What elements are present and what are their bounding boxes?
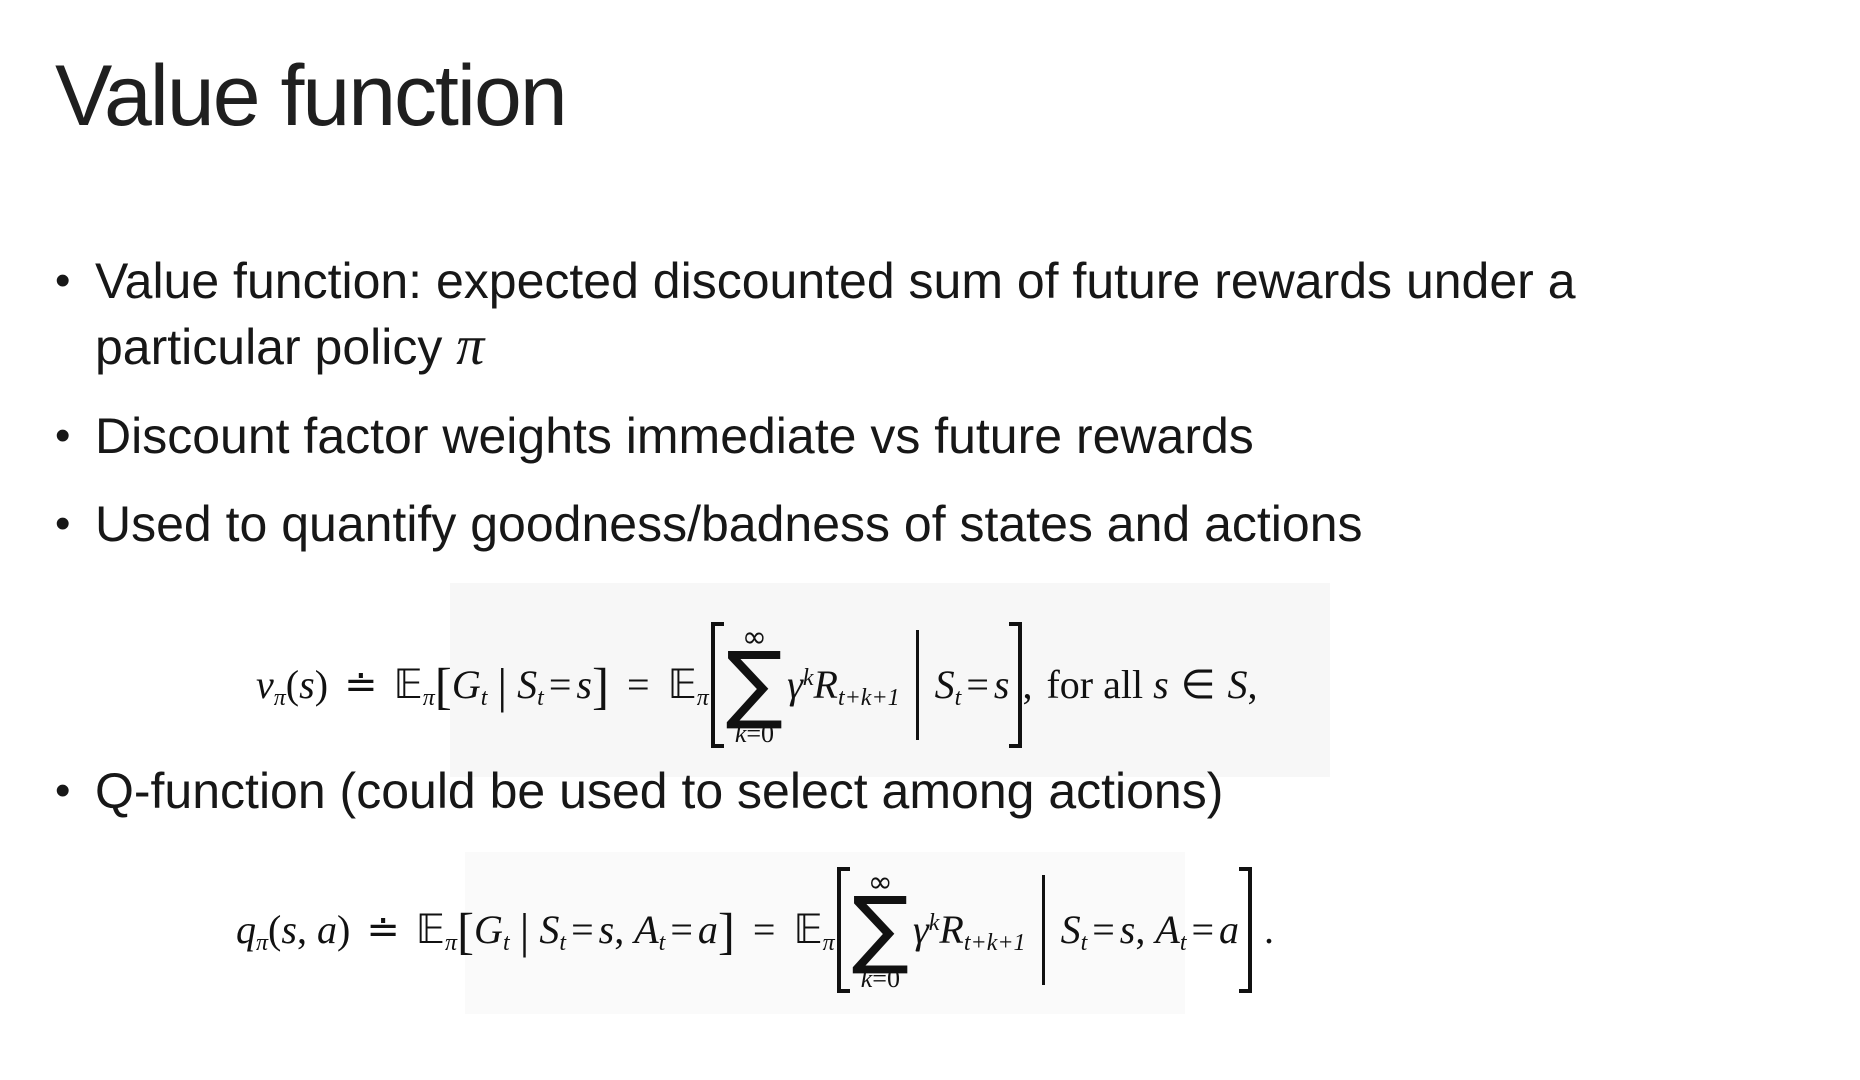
bullet1-line1: Value function: expected discounted sum … (95, 253, 1576, 309)
conditional-bar: | (519, 903, 530, 958)
pi-subscript: π (696, 685, 709, 712)
element-of-symbol: ∈ (1180, 662, 1216, 708)
bullet-text: Q-function (could be used to select amon… (95, 763, 1224, 819)
conditional-bar-tall (1041, 875, 1045, 985)
trailing-period: . (1264, 907, 1275, 952)
equals-symbol: = (627, 662, 650, 707)
forall-clause: , for all s ∈ S, (1022, 662, 1258, 708)
infinity-upper-limit: ∞ (867, 864, 893, 900)
conditional-bar-tall (915, 630, 919, 740)
big-right-bracket (1009, 622, 1023, 748)
bullet-item-discount-factor: • Discount factor weights immediate vs f… (55, 403, 1254, 469)
vpi-lhs: vπ(s) ≐ 𝔼π[Gt | St = s] = 𝔼π (256, 658, 709, 716)
reward-subscript: t+k+1 (963, 930, 1026, 957)
q-function-equation: qπ(s, a) ≐ 𝔼π[Gt | St = s, At = a] = 𝔼π ∞ ∑ k=0 γk… (236, 850, 1274, 1010)
blackboard-E: 𝔼 (793, 907, 823, 953)
conditional-bar: | (497, 658, 508, 713)
doteq-symbol: ≐ (366, 907, 400, 953)
sigma-icon: ∑ (725, 633, 784, 733)
bullet-text: Value function: expected discounted sum … (95, 248, 1576, 380)
bullet-item-value-function: • Value function: expected discounted su… (55, 248, 1576, 380)
value-function-equation: vπ(s) ≐ 𝔼π[Gt | St = s] = 𝔼π ∞ ∑ k=0 γkRt+k+1 St… (256, 605, 1258, 765)
pi-subscript: π (273, 685, 286, 712)
bullet-item-q-function: • Q-function (could be used to select am… (55, 758, 1223, 824)
bullet-marker-icon: • (55, 411, 71, 460)
lower-limit: k=0 (860, 964, 900, 994)
big-left-bracket (710, 622, 724, 748)
bullet-marker-icon: • (55, 256, 71, 305)
pi-symbol: π (456, 315, 485, 377)
summand: γkRt+k+1 (912, 907, 1026, 957)
pi-subscript: π (444, 930, 457, 957)
bullet1-line2: particular policy (95, 319, 457, 375)
formula2-paste-artifact (465, 852, 1185, 1014)
bullet-text: Used to quantify goodness/badness of sta… (95, 496, 1363, 552)
reward-subscript: t+k+1 (837, 685, 900, 712)
infinity-upper-limit: ∞ (741, 619, 767, 655)
pi-subscript: π (822, 930, 835, 957)
script-S: S (1227, 662, 1248, 707)
bullet-item-quantify-goodness: • Used to quantify goodness/badness of s… (55, 491, 1363, 557)
summation: ∞ ∑ k=0 (725, 619, 784, 749)
summand: γkRt+k+1 (787, 662, 900, 712)
equals-symbol: = (752, 907, 776, 952)
lower-limit: k=0 (734, 719, 775, 749)
condition: St = s (934, 662, 1010, 712)
big-right-bracket (1239, 867, 1253, 993)
formula1-paste-artifact (450, 583, 1330, 777)
big-left-bracket (836, 867, 850, 993)
blackboard-E: 𝔼 (393, 662, 423, 708)
condition: St = s, At = a (1060, 907, 1240, 957)
pi-subscript: π (256, 930, 269, 957)
bullet-marker-icon: • (55, 499, 71, 548)
bullet-text: Discount factor weights immediate vs fut… (95, 408, 1254, 464)
qpi-lhs: qπ(s, a) ≐ 𝔼π[Gt | St = s, At = a] = 𝔼π (236, 903, 835, 961)
page-title: Value function (55, 48, 568, 144)
summation: ∞ ∑ k=0 (851, 864, 909, 994)
doteq-symbol: ≐ (344, 662, 378, 708)
blackboard-E: 𝔼 (415, 907, 445, 953)
pi-subscript: π (422, 685, 435, 712)
blackboard-E: 𝔼 (667, 662, 697, 708)
bullet-marker-icon: • (55, 766, 71, 815)
sigma-icon: ∑ (851, 878, 909, 978)
